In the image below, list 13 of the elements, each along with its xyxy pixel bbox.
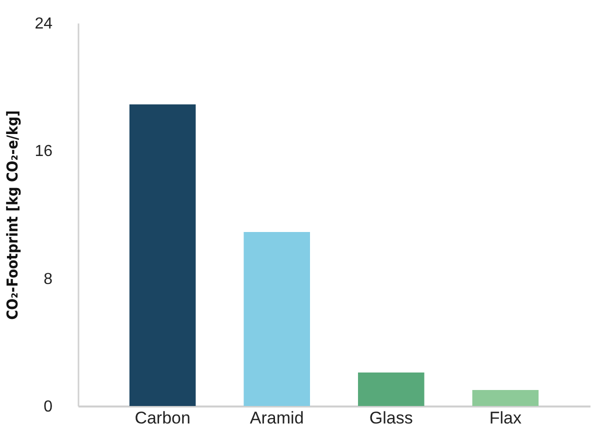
y-tick-label: 24 <box>34 16 53 32</box>
y-tick-label: 8 <box>44 270 53 288</box>
y-axis-title: CO₂-Footprint [kg CO₂-e/kg] <box>4 110 22 320</box>
x-tick-label: Aramid <box>250 408 304 425</box>
x-tick-label: Glass <box>369 408 413 425</box>
y-tick-label: 16 <box>34 143 53 160</box>
bar <box>472 390 539 406</box>
bar <box>244 232 310 406</box>
bar <box>358 372 424 406</box>
x-tick-label: Carbon <box>134 408 190 425</box>
x-tick-label: Flax <box>489 408 522 425</box>
bar <box>129 104 196 406</box>
y-tick-label: 0 <box>44 398 53 416</box>
